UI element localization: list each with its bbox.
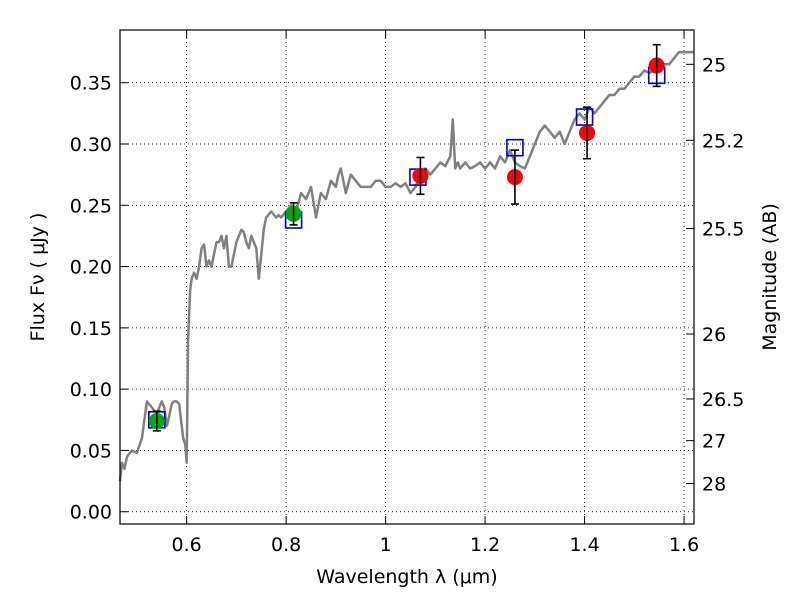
y2-tick-label: 26.5	[702, 389, 744, 411]
marker-layer	[148, 43, 666, 432]
tick-labels: 0.6 0.8 1 1.2 1.4 1.6 0.00 0.05 0.10 0.15 0.20 0.25…	[70, 54, 745, 556]
y-tick-label: 0.30	[70, 134, 112, 156]
y-tick-label: 0.20	[70, 257, 112, 279]
plot-background	[120, 30, 694, 524]
y2-axis-title: Magnitude (AB)	[759, 203, 781, 351]
x-tick-label: 1.6	[669, 534, 699, 556]
model-square-marker	[575, 108, 594, 126]
x-tick-label: 0.8	[271, 534, 301, 556]
x-tick-label: 0.6	[172, 534, 202, 556]
x-tick-label: 1.4	[569, 534, 599, 556]
y-tick-label: 0.05	[70, 440, 112, 462]
y-tick-label: 0.15	[70, 318, 112, 340]
y2-tick-label: 26	[702, 324, 726, 346]
y-tick-label: 0.25	[70, 195, 112, 217]
x-axis-title: Wavelength λ (μm)	[316, 566, 497, 588]
y2-tick-label: 25.2	[702, 130, 744, 152]
y-tick-label: 0.35	[70, 73, 112, 95]
y-tick-label: 0.00	[70, 502, 112, 524]
plot-frame	[119, 29, 695, 525]
y-axis-title: Flux Fν ( μJy )	[27, 213, 49, 342]
y-tick-label: 0.10	[70, 379, 112, 401]
x-tick-label: 1.2	[470, 534, 500, 556]
ticks	[120, 30, 694, 524]
y2-tick-label: 25	[702, 54, 726, 76]
y2-tick-label: 27	[702, 431, 726, 453]
x-tick-label: 1	[380, 534, 392, 556]
y2-tick-label: 28	[702, 474, 726, 496]
y2-tick-label: 25.5	[702, 219, 744, 241]
